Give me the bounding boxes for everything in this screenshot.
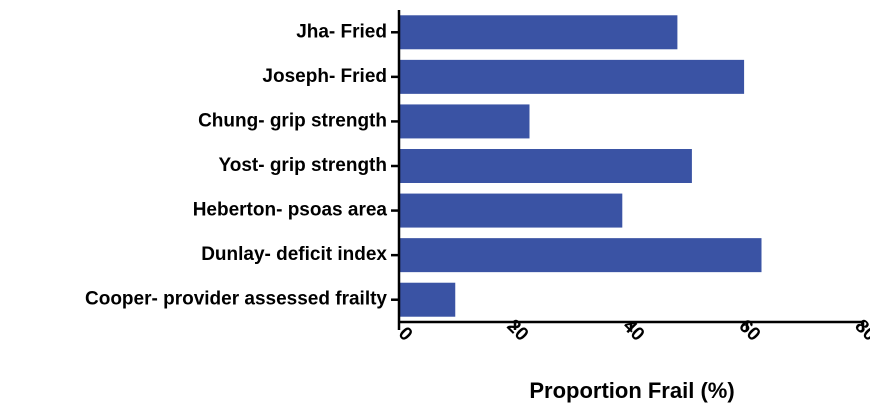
- bar: [399, 238, 762, 273]
- bar: [399, 104, 530, 139]
- bar: [399, 282, 456, 317]
- y-tick-label: Heberton- psoas area: [193, 200, 388, 221]
- x-tick-label: 80: [851, 316, 870, 346]
- bar: [399, 193, 623, 228]
- y-tick-label: Cooper- provider assessed frailty: [85, 289, 387, 310]
- y-tick-label: Chung- grip strength: [198, 110, 387, 131]
- x-tick-label: 20: [503, 316, 533, 346]
- bar: [399, 15, 678, 50]
- y-tick-label: Yost- grip strength: [218, 155, 387, 176]
- y-tick-label: Jha- Fried: [296, 21, 387, 42]
- bar: [399, 149, 692, 183]
- x-tick-label: 0: [394, 323, 416, 345]
- x-axis-label: Proportion Frail (%): [529, 378, 734, 403]
- y-tick-label: Dunlay- deficit index: [201, 244, 387, 265]
- y-tick-label: Joseph- Fried: [262, 66, 387, 87]
- bar: [399, 59, 745, 94]
- x-tick-label: 40: [619, 316, 649, 346]
- x-tick-label: 60: [735, 316, 765, 346]
